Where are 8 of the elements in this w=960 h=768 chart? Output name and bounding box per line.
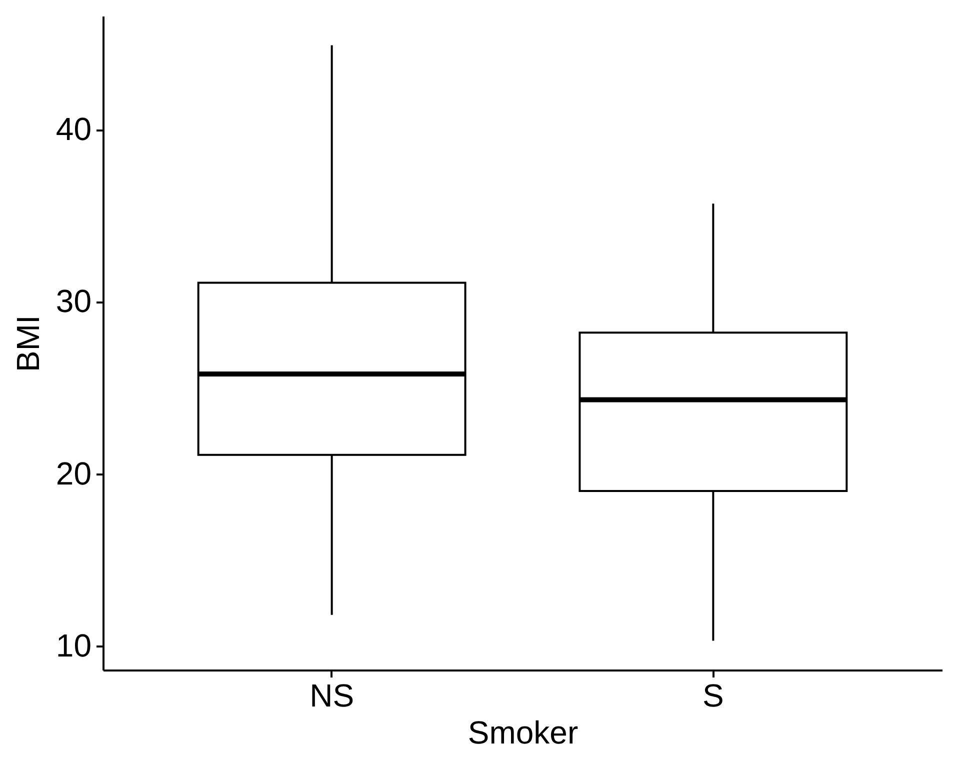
y-tick-label: 20 [56,455,92,492]
y-axis-title: BMI [10,315,46,372]
y-tick-label: 40 [56,111,92,148]
y-tick-label: 30 [56,283,92,320]
x-axis-title: Smoker [468,714,578,750]
x-tick-label: NS [310,678,354,714]
y-tick-label: 10 [56,627,92,664]
x-tick-label: S [702,678,724,714]
